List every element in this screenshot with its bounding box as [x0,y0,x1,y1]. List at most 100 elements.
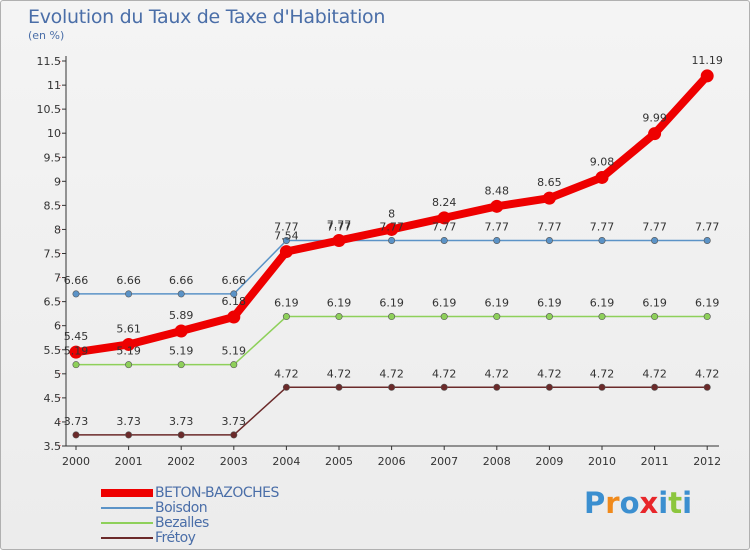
y-tick-label: 4.5 [44,392,62,405]
data-point-fretoy [335,383,343,391]
data-label-bezalles: 6.19 [642,297,667,310]
data-point-beton-bazoches [227,310,241,324]
data-point-fretoy [230,431,238,439]
data-label-boisdon: 7.77 [274,221,299,234]
data-point-beton-bazoches [385,222,399,236]
y-tick-label: 3.5 [44,440,62,453]
x-tick-label: 2003 [220,455,248,468]
data-label-bezalles: 6.19 [432,297,457,310]
data-point-beton-bazoches [122,337,136,351]
data-point-fretoy [282,383,290,391]
legend-label-boisdon: Boisdon [155,500,208,516]
data-label-beton-bazoches: 8 [388,207,395,220]
x-tick-label: 2006 [378,455,406,468]
data-point-beton-bazoches [648,127,662,141]
logo-letter: i [658,486,669,520]
data-point-bezalles [651,313,659,321]
data-point-bezalles [598,313,606,321]
x-tick-label: 2007 [430,455,458,468]
legend-swatch-boisdon [101,507,153,509]
y-tick-label: 7 [54,272,61,285]
data-label-bezalles: 5.19 [116,345,141,358]
x-tick-label: 2011 [641,455,669,468]
x-tick-label: 2012 [693,455,721,468]
logo-letter: i [682,486,693,520]
data-label-beton-bazoches: 7.77 [327,219,352,232]
y-tick-label: 6.5 [44,296,62,309]
data-point-beton-bazoches [69,345,83,359]
proxiti-logo: Proxiti [584,486,692,520]
data-point-beton-bazoches [490,199,504,213]
data-label-boisdon: 7.77 [642,221,667,234]
data-point-boisdon [125,290,133,298]
logo-letter: x [639,486,659,520]
legend-swatch-beton-bazoches [101,489,153,497]
data-label-boisdon: 7.77 [327,221,352,234]
data-label-fretoy: 3.73 [64,415,89,428]
data-label-beton-bazoches: 7.54 [274,230,299,243]
x-tick-label: 2010 [588,455,616,468]
data-point-fretoy [125,431,133,439]
data-point-bezalles [335,313,343,321]
data-point-boisdon [177,290,185,298]
data-label-fretoy: 4.72 [537,367,562,380]
data-label-boisdon: 7.77 [537,221,562,234]
data-point-bezalles [388,313,396,321]
y-tick-label: 8 [54,223,61,236]
data-label-fretoy: 3.73 [222,415,247,428]
data-label-fretoy: 4.72 [642,367,667,380]
data-label-bezalles: 5.19 [222,345,247,358]
legend-swatch-bezalles [101,522,153,524]
data-labels: 5.455.615.896.187.547.7788.248.488.659.0… [64,54,723,428]
data-point-boisdon [72,290,80,298]
data-point-beton-bazoches [595,170,609,184]
data-label-beton-bazoches: 9.08 [590,155,615,168]
data-point-bezalles [177,361,185,369]
y-tick-label: 6 [54,320,61,333]
data-label-bezalles: 5.19 [169,345,194,358]
data-point-bezalles [72,361,80,369]
y-tick-label: 9 [54,175,61,188]
y-tick-label: 9.5 [44,151,62,164]
data-label-beton-bazoches: 8.65 [537,176,562,189]
data-point-boisdon [282,237,290,245]
data-label-beton-bazoches: 5.89 [169,309,194,322]
x-tick-label: 2002 [167,455,195,468]
x-tick-label: 2008 [483,455,511,468]
y-tick-label: 5 [54,368,61,381]
logo-letter: P [584,486,606,520]
data-label-fretoy: 4.72 [590,367,615,380]
data-label-boisdon: 7.77 [432,221,457,234]
data-label-bezalles: 6.19 [274,297,299,310]
data-point-beton-bazoches [437,211,451,225]
legend-swatch-fretoy [101,537,153,539]
data-point-boisdon [545,237,553,245]
legend-label-bezalles: Bezalles [155,515,209,531]
data-point-fretoy [703,383,711,391]
data-point-fretoy [440,383,448,391]
series-lines [69,69,714,439]
y-tick-label: 11 [47,79,61,92]
data-label-bezalles: 6.19 [379,297,404,310]
data-point-boisdon [493,237,501,245]
data-label-beton-bazoches: 5.61 [116,322,141,335]
x-tick-label: 2000 [62,455,90,468]
data-point-bezalles [440,313,448,321]
y-tick-label: 8.5 [44,199,62,212]
data-point-fretoy [388,383,396,391]
data-point-bezalles [493,313,501,321]
data-label-beton-bazoches: 11.19 [691,54,723,67]
chart-title: Evolution du Taux de Taxe d'Habitation [28,6,386,28]
data-label-boisdon: 7.77 [379,221,404,234]
data-label-boisdon: 6.66 [116,274,141,287]
data-point-boisdon [703,237,711,245]
data-point-boisdon [598,237,606,245]
data-label-fretoy: 4.72 [274,367,299,380]
data-point-boisdon [230,290,238,298]
data-point-boisdon [388,237,396,245]
data-point-fretoy [545,383,553,391]
data-label-boisdon: 7.77 [695,221,720,234]
data-label-bezalles: 6.19 [485,297,510,310]
